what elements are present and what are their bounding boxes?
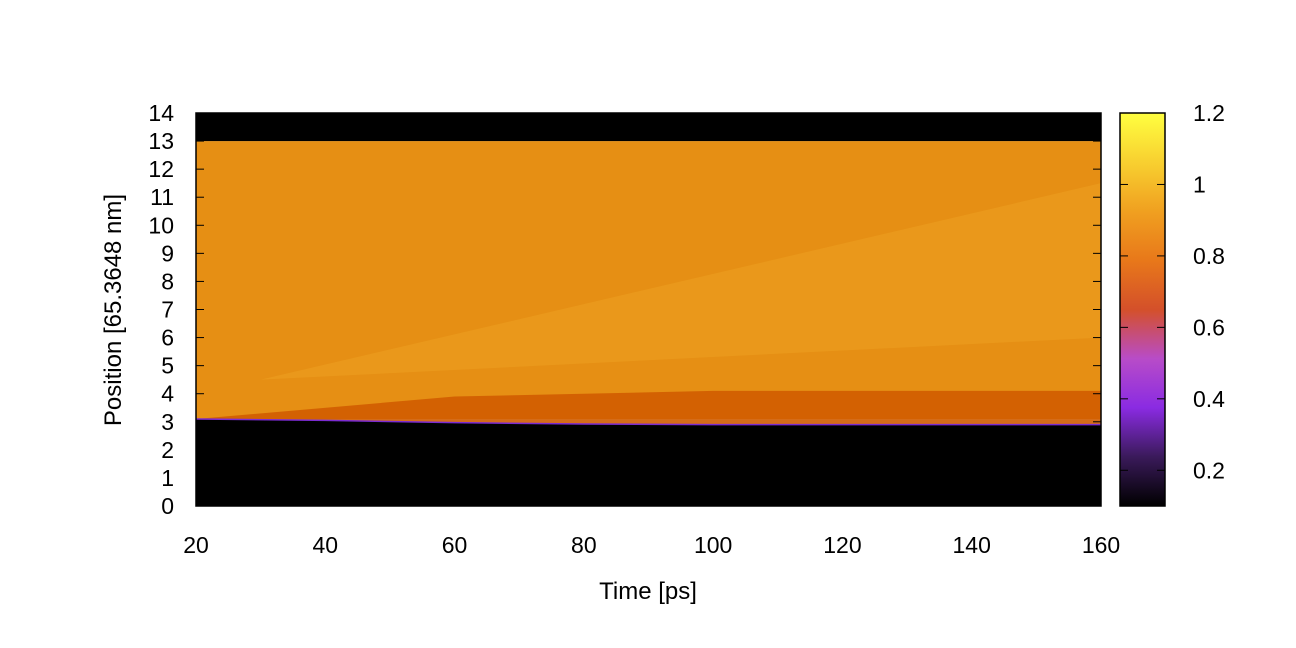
region-bright-fan <box>260 183 1101 380</box>
y-tick-label: 8 <box>161 268 174 294</box>
y-tick-label: 14 <box>148 100 174 126</box>
y-tick-label: 2 <box>161 437 174 463</box>
region-top-empty <box>196 113 1101 142</box>
x-tick-label: 140 <box>953 532 991 558</box>
y-tick-label: 1 <box>161 465 174 491</box>
x-tick-label: 80 <box>571 532 597 558</box>
y-tick-label: 13 <box>148 128 174 154</box>
y-tick-label: 4 <box>161 381 174 407</box>
x-axis-title: Time [ps] <box>599 578 697 605</box>
region-enhanced-band <box>196 390 1101 425</box>
x-tick-label: 160 <box>1082 532 1120 558</box>
y-tick-label: 11 <box>150 184 174 210</box>
y-tick-label: 10 <box>148 212 174 238</box>
colorbar-tick-label: 0.8 <box>1193 243 1225 269</box>
colorbar-tick-label: 1.2 <box>1193 100 1225 126</box>
y-tick-label: 0 <box>161 493 174 519</box>
colorbar-tick-label: 0.4 <box>1193 386 1225 412</box>
colorbar <box>1119 112 1166 507</box>
colorbar-tick-label: 1 <box>1193 171 1206 197</box>
colorbar-ticks: 0.2 0.4 0.6 0.8 1 1.2 <box>1120 100 1225 483</box>
x-axis: 20 40 60 80 100 120 140 160 <box>183 498 1120 558</box>
region-bottom-empty <box>196 418 1101 506</box>
x-tick-label: 20 <box>183 532 209 558</box>
colorbar-tick-label: 0.6 <box>1193 314 1225 340</box>
y-tick-label: 7 <box>161 297 174 323</box>
x-tick-label: 60 <box>442 532 468 558</box>
y-tick-label: 9 <box>161 240 174 266</box>
plot-area <box>196 113 1101 506</box>
y-tick-label: 12 <box>148 156 174 182</box>
x-tick-label: 100 <box>694 532 732 558</box>
y-tick-label: 3 <box>161 409 174 435</box>
y-axis-title: Position [65.3648 nm] <box>100 194 127 426</box>
y-tick-label: 5 <box>161 353 174 379</box>
y-tick-label: 6 <box>161 325 174 351</box>
boundary-edge <box>196 418 1101 426</box>
x-tick-label: 120 <box>823 532 861 558</box>
x-tick-label: 40 <box>312 532 338 558</box>
colorbar-tick-label: 0.2 <box>1193 457 1225 483</box>
